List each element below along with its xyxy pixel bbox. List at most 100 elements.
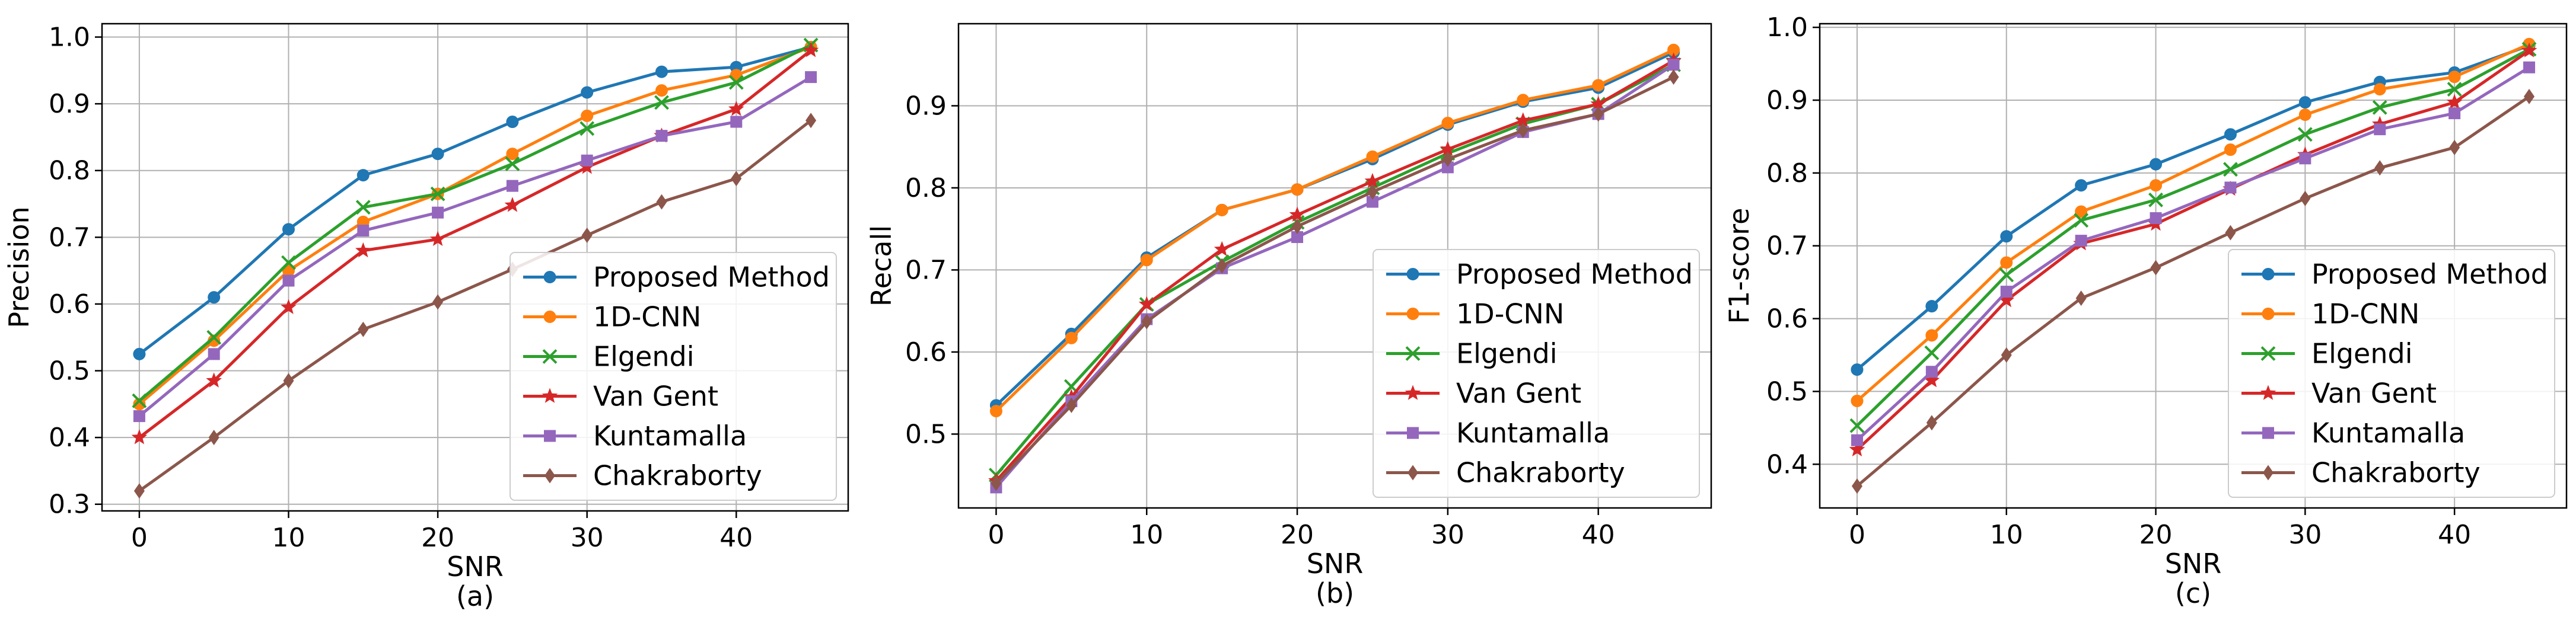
data-point (805, 71, 817, 84)
data-point (1441, 161, 1454, 174)
legend-label: Van Gent (2311, 378, 2437, 410)
series-line (1856, 44, 2530, 371)
data-point (131, 429, 148, 445)
y-tick-label: 0.6 (905, 337, 947, 367)
x-tick-label: 30 (1431, 520, 1464, 550)
data-point (1851, 394, 1864, 407)
data-point (2150, 212, 2162, 225)
x-tick-label: 20 (1281, 520, 1314, 550)
data-point (730, 116, 743, 128)
legend-marker (2262, 308, 2275, 320)
legend-marker (544, 430, 556, 442)
data-point (1215, 203, 1228, 216)
series-line (138, 75, 812, 418)
data-point (2298, 108, 2311, 122)
data-point (1926, 415, 1937, 431)
data-point (581, 227, 593, 243)
legend-label: Chakraborty (2311, 457, 2481, 489)
data-point (282, 223, 295, 236)
legend-box (2228, 249, 2555, 498)
legend: Proposed Method 1D-CNN Elgendi Van Gent Kunt… (510, 252, 837, 501)
legend-label: Chakraborty (593, 460, 762, 492)
data-point (2521, 42, 2537, 57)
legend-label: Proposed Method (1456, 258, 1693, 290)
legend-entry: Elgendi (1386, 338, 1557, 370)
series-line (1856, 47, 2530, 427)
data-point (2297, 127, 2313, 142)
y-tick-label: 0.6 (49, 289, 90, 319)
y-tick-label: 0.8 (1766, 158, 1808, 188)
series-elgendi (1849, 41, 2537, 433)
data-point (208, 291, 221, 304)
x-tick-label: 10 (272, 523, 305, 553)
data-point (1289, 206, 1305, 222)
data-point (581, 109, 594, 122)
plot-frame (957, 23, 1712, 509)
data-point (431, 148, 444, 161)
data-point (2446, 94, 2463, 109)
data-point (2447, 82, 2462, 97)
series-proposed-method (133, 40, 817, 360)
legend-label: Elgendi (2311, 338, 2412, 370)
data-point (1999, 267, 2014, 283)
data-point (2150, 179, 2163, 192)
data-point (358, 321, 369, 337)
legend-label: Kuntamalla (593, 420, 747, 452)
plot-frame (101, 23, 849, 512)
legend-marker (2262, 427, 2274, 439)
y-tick-label: 0.4 (1766, 449, 1808, 479)
data-point (2224, 128, 2237, 141)
data-point (2075, 205, 2088, 218)
data-point (2373, 83, 2386, 96)
data-point (2225, 225, 2236, 241)
legend-entry: Proposed Method (523, 261, 830, 293)
legend-entry: Chakraborty (1386, 457, 1625, 489)
data-point (1517, 94, 1530, 107)
legend-entry: Van Gent (2241, 378, 2437, 410)
data-point (655, 65, 668, 78)
series-chakraborty (1851, 88, 2535, 494)
y-tick-label: 1.0 (1766, 12, 1808, 43)
data-point (356, 169, 370, 182)
legend-marker (545, 468, 555, 484)
data-point (2150, 260, 2161, 276)
legend-entry: Kuntamalla (523, 420, 747, 452)
data-point (133, 347, 146, 360)
data-point (2224, 143, 2237, 156)
legend-entry: 1D-CNN (523, 301, 701, 333)
data-point (429, 231, 446, 246)
panel-caption: (c) (2175, 577, 2211, 609)
x-tick-label: 0 (1849, 520, 1865, 550)
data-point (655, 130, 668, 142)
legend-marker (2262, 268, 2275, 280)
data-point (1442, 151, 1453, 167)
legend-marker (1406, 308, 1419, 320)
legend: Proposed Method 1D-CNN Elgendi Van Gent Kunt… (2228, 249, 2555, 498)
data-point (208, 430, 219, 446)
y-tick-label: 0.9 (905, 91, 947, 121)
series-line (1856, 66, 2530, 442)
chart-panel-3: 0 10 20 30 40 0.4 0.5 0.6 0.7 0.8 0.9 1.0 SNR(c) F1-s… (1723, 12, 2568, 609)
legend-entry: Elgendi (2241, 338, 2412, 370)
legend-label: Proposed Method (593, 261, 830, 293)
data-point (504, 197, 521, 212)
series-kuntamalla (1851, 61, 2536, 446)
data-point (728, 75, 744, 90)
data-point (2374, 123, 2386, 136)
data-point (1291, 183, 1304, 196)
legend-marker (2263, 465, 2273, 481)
data-point (281, 299, 297, 314)
legend-marker (1405, 385, 1421, 400)
y-tick-label: 0.5 (905, 419, 947, 449)
data-point (2148, 192, 2163, 207)
series-line (138, 43, 812, 402)
y-tick-label: 0.8 (905, 173, 947, 203)
data-point (506, 180, 518, 192)
data-point (2000, 256, 2013, 269)
legend-label: Kuntamalla (1456, 417, 1610, 449)
plot-frame (1819, 23, 2568, 509)
legend-label: Chakraborty (1456, 457, 1625, 489)
data-point (1592, 79, 1605, 92)
x-tick-label: 40 (719, 523, 753, 553)
series-line (138, 119, 812, 493)
